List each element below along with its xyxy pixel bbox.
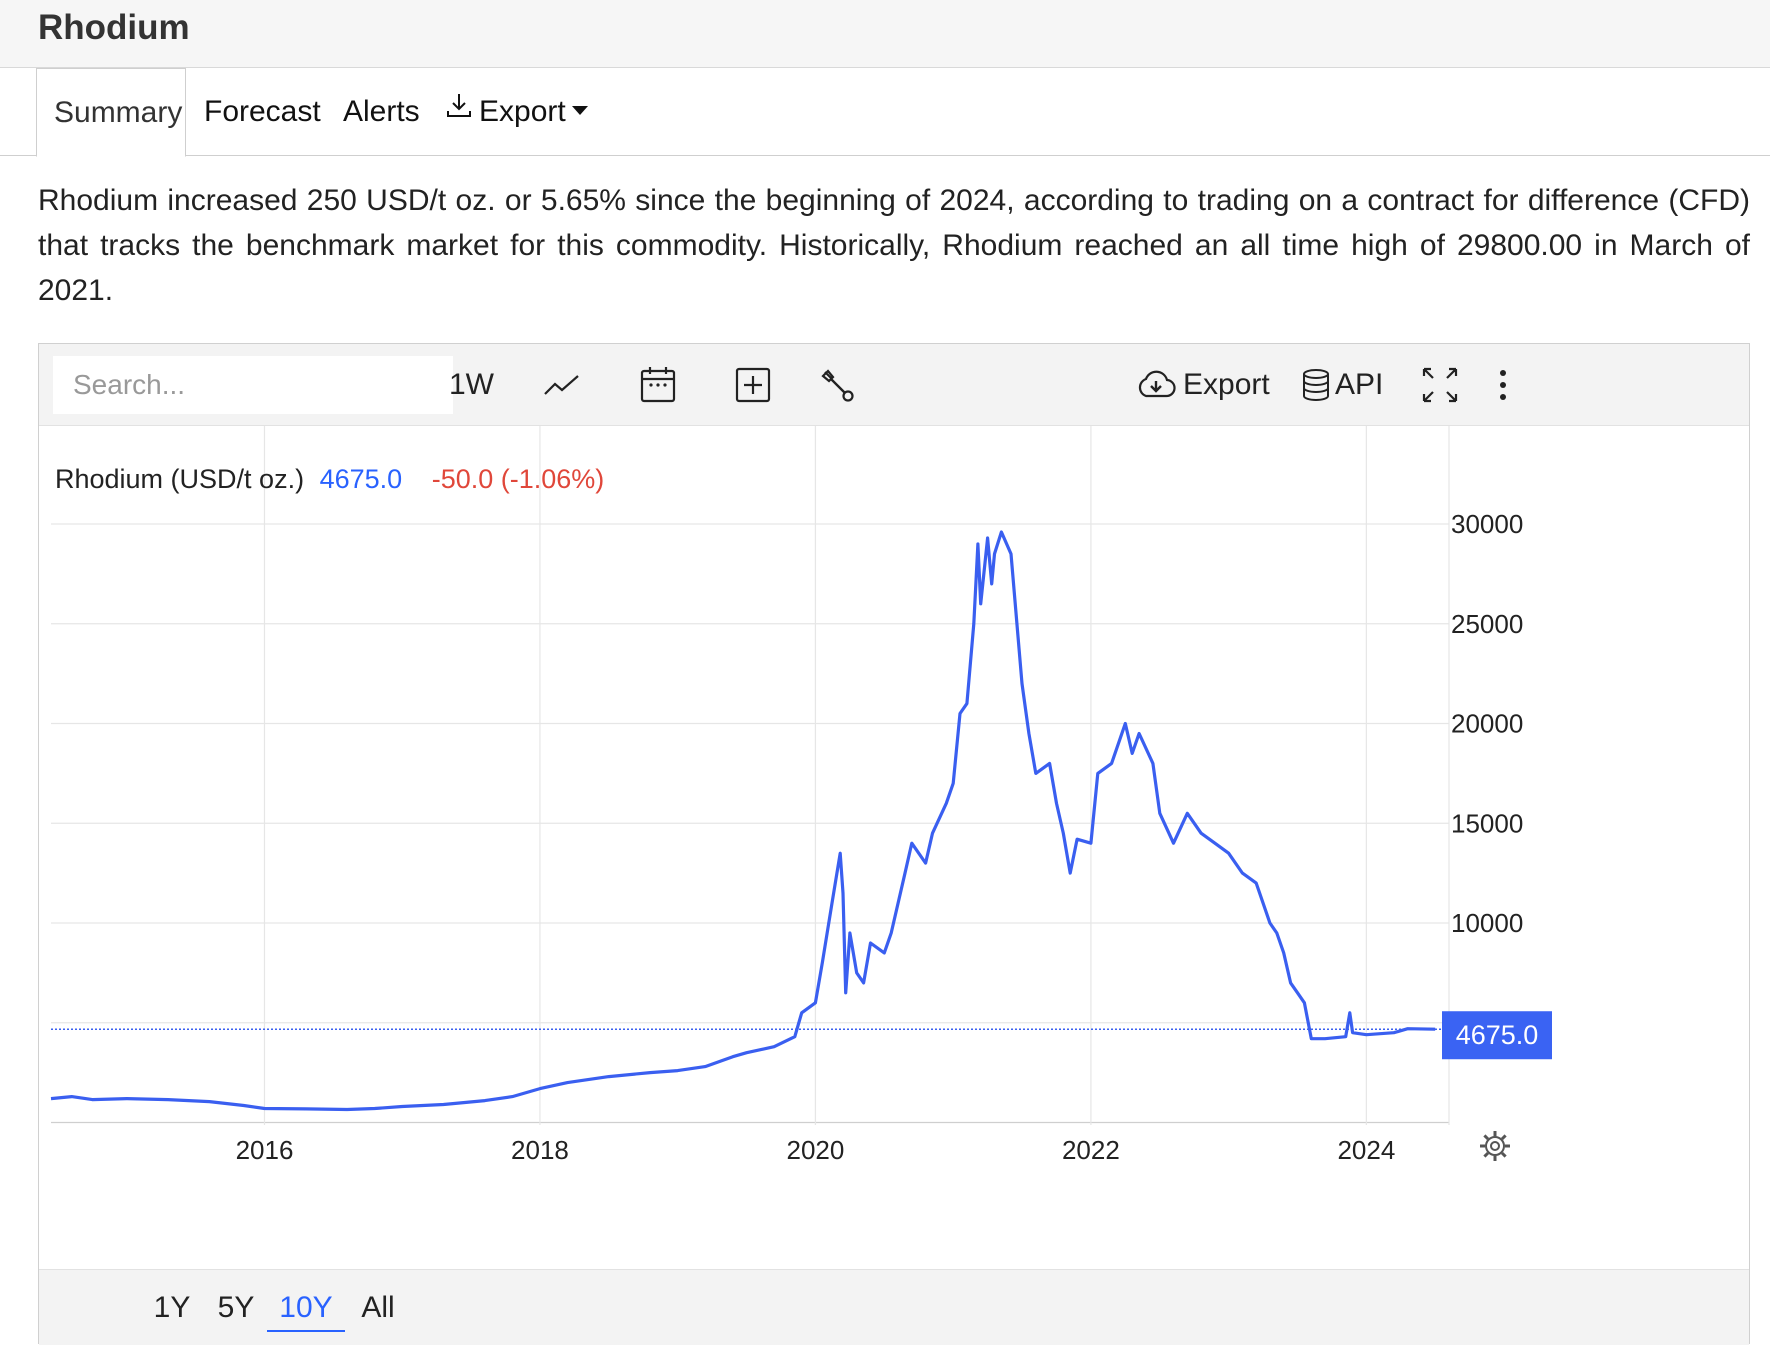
export-button[interactable]: Export: [1135, 356, 1270, 414]
tab-export-label: Export: [479, 95, 566, 128]
legend-change: -50.0 (-1.06%): [432, 464, 605, 494]
last-price-tag-bg: [1442, 1011, 1552, 1060]
interval-button[interactable]: 1W: [449, 356, 494, 414]
compare-button[interactable]: [735, 356, 771, 414]
y-tick-label: 25000: [1451, 609, 1523, 639]
tab-alerts[interactable]: Alerts: [343, 68, 420, 156]
fullscreen-button[interactable]: [1421, 356, 1459, 414]
price-chart[interactable]: Rhodium (USD/t oz.) 4675.0 -50.0 (-1.06%…: [39, 426, 1749, 1269]
page-title: Rhodium: [38, 8, 190, 47]
tab-forecast-label: Forecast: [204, 95, 321, 128]
last-price-tag-label: 4675.0: [1456, 1020, 1539, 1050]
chart-type-button[interactable]: [543, 356, 581, 414]
api-label: API: [1335, 368, 1384, 401]
x-tick-label: 2020: [787, 1135, 845, 1165]
wrench-icon: [819, 367, 855, 403]
chart-grid: [51, 426, 1450, 1125]
range-button-1y[interactable]: 1Y: [149, 1284, 195, 1332]
x-tick-label: 2018: [511, 1135, 569, 1165]
tab-alerts-label: Alerts: [343, 95, 420, 128]
database-icon: [1301, 368, 1331, 402]
range-all-label: All: [361, 1291, 395, 1324]
range-10y-label: 10Y: [279, 1291, 333, 1324]
range-button-all[interactable]: All: [355, 1284, 401, 1332]
range-5y-label: 5Y: [217, 1291, 255, 1324]
download-icon: [445, 66, 473, 154]
legend-last-value: 4675.0: [320, 464, 403, 494]
x-tick-label: 2022: [1062, 1135, 1120, 1165]
range-1y-label: 1Y: [153, 1291, 191, 1324]
legend-series-name: Rhodium (USD/t oz.): [55, 464, 304, 494]
chart-legend: Rhodium (USD/t oz.) 4675.0 -50.0 (-1.06%…: [55, 464, 604, 494]
y-tick-label: 10000: [1451, 908, 1523, 938]
export-label: Export: [1183, 368, 1270, 401]
y-axis: 10000 15000 20000 25000 30000: [1451, 509, 1523, 938]
y-tick-label: 30000: [1451, 509, 1523, 539]
chart-toolbar: 1W Export: [39, 344, 1749, 426]
x-axis: 2016 2018 2020 2022 2024: [236, 1135, 1396, 1165]
tab-summary[interactable]: Summary: [36, 68, 186, 157]
tab-bar: Summary Forecast Alerts Export: [0, 68, 1770, 157]
y-tick-label: 15000: [1451, 808, 1523, 838]
tab-summary-label: Summary: [54, 96, 183, 129]
fullscreen-icon: [1421, 366, 1459, 404]
chart-widget: 1W Export: [38, 343, 1750, 1345]
y-tick-label: 20000: [1451, 709, 1523, 739]
x-tick-label: 2024: [1337, 1135, 1395, 1165]
range-button-5y[interactable]: 5Y: [213, 1284, 259, 1332]
line-chart-icon: [543, 370, 581, 400]
tab-export-dropdown[interactable]: Export: [445, 68, 588, 156]
summary-paragraph: Rhodium increased 250 USD/t oz. or 5.65%…: [38, 184, 1750, 307]
add-compare-icon: [735, 367, 771, 403]
search-input[interactable]: [53, 356, 453, 414]
chart-settings-button[interactable]: [819, 356, 855, 414]
page-header: Rhodium: [0, 0, 1770, 68]
chevron-down-icon: [571, 105, 588, 115]
gear-icon[interactable]: [1480, 1131, 1510, 1161]
api-button[interactable]: API: [1301, 356, 1383, 414]
calendar-icon: [640, 366, 676, 404]
series-line-rhodium: [50, 530, 1436, 1112]
interval-label: 1W: [449, 368, 494, 401]
last-price-tag: 4675.0: [1442, 1011, 1552, 1060]
range-selector: 1Y 5Y 10Y All: [39, 1269, 1749, 1345]
range-button-10y[interactable]: 10Y: [267, 1284, 345, 1332]
more-vertical-icon: [1497, 367, 1509, 403]
x-tick-label: 2016: [236, 1135, 294, 1165]
date-range-button[interactable]: [640, 356, 676, 414]
more-options-button[interactable]: [1497, 356, 1509, 414]
tab-forecast[interactable]: Forecast: [204, 68, 321, 156]
cloud-download-icon: [1135, 369, 1177, 401]
